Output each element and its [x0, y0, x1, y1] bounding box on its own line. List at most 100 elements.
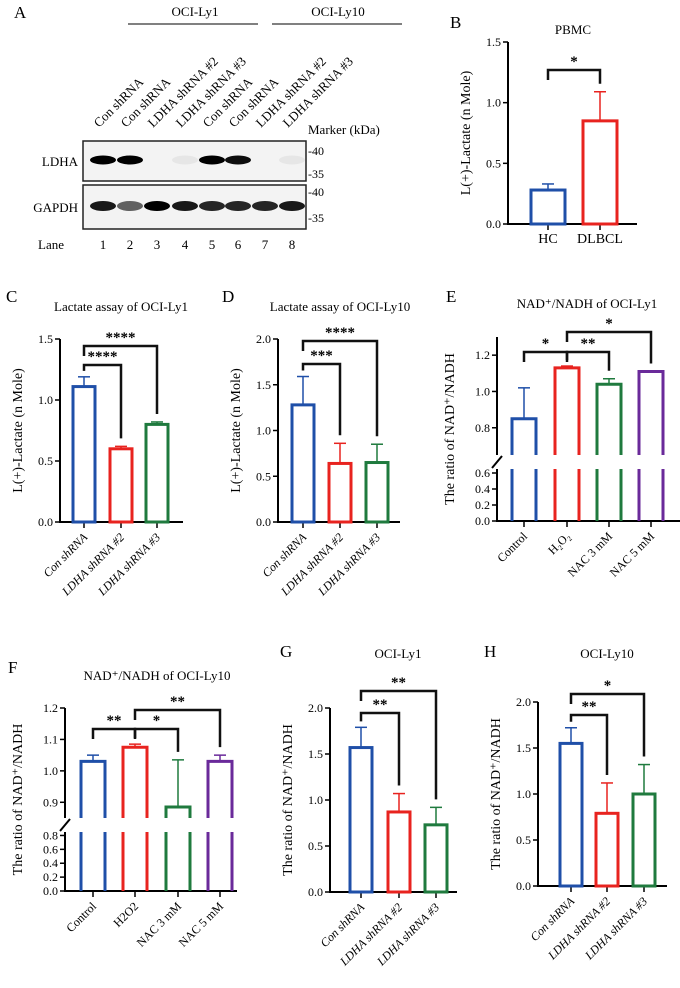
significance-bracket — [565, 350, 611, 371]
panel-e-chart: E NAD⁺/NADH of OCI-Ly1 The ratio of NAD⁺/N… — [443, 287, 680, 580]
band-gapdh — [144, 201, 170, 211]
significance-bracket — [133, 727, 180, 752]
y-tick-label: 0.0 — [308, 885, 323, 899]
x-tick-label: H2O2 — [110, 899, 141, 930]
y-tick-label: 0.8 — [475, 421, 490, 435]
bar — [348, 746, 374, 894]
significance-bracket — [569, 713, 609, 775]
panel-f-chart: F NAD⁺/NADH of OCI-Ly10 The ratio of NAD⁺/… — [8, 658, 237, 950]
y-tick-label: 0.6 — [43, 842, 58, 856]
y-tick-label: 0.2 — [475, 498, 490, 512]
significance-bracket — [301, 339, 379, 437]
y-tick-label: 0.0 — [475, 514, 490, 528]
y-tick-label: 0.5 — [38, 454, 53, 468]
x-tick-label: LDHA shRNA #2 — [544, 894, 613, 963]
bar — [79, 759, 107, 818]
significance-bracket — [359, 689, 438, 800]
bar-lower-segment — [637, 469, 665, 521]
panel-g-chart: G OCI-Ly1 The ratio of NAD⁺/NADH 0.0 0.5 1.0 1… — [280, 642, 457, 969]
row-label-gapdh: GAPDH — [33, 200, 78, 215]
y-tick-label: 0.0 — [486, 217, 501, 231]
bar — [553, 366, 581, 455]
y-tick-label: 0.4 — [43, 856, 58, 870]
group-label-oci-ly10: OCI-Ly10 — [311, 4, 364, 19]
y-tick-label: 1.5 — [38, 332, 53, 346]
y-axis-title: The ratio of NAD⁺/NADH — [489, 718, 504, 870]
lane-label: Lane — [38, 237, 64, 252]
chart-title: PBMC — [555, 22, 591, 37]
bar — [71, 385, 97, 524]
group-label-oci-ly1: OCI-Ly1 — [172, 4, 219, 19]
bar — [558, 741, 584, 888]
significance-bracket — [359, 711, 401, 786]
panel-label-g: G — [280, 642, 292, 661]
y-tick-label: 1.1 — [43, 732, 58, 746]
y-tick-label: 0.0 — [516, 879, 531, 893]
y-tick-label: 2.0 — [308, 701, 323, 715]
significance-label: ** — [582, 699, 597, 715]
y-tick-label: 2.0 — [516, 695, 531, 709]
bar-lower-segment — [79, 832, 107, 891]
bar-lower-segment — [553, 469, 581, 521]
bar — [121, 745, 149, 818]
y-tick-label: 0.8 — [43, 828, 58, 842]
significance-bracket — [565, 330, 653, 364]
lane-number: 6 — [235, 237, 242, 252]
y-tick-label: 0.6 — [475, 466, 490, 480]
band-gapdh — [199, 201, 225, 211]
y-tick-label: 1.2 — [43, 701, 58, 715]
y-axis-title: The ratio of NAD⁺/NADH — [443, 353, 458, 505]
panel-label-b: B — [450, 13, 461, 32]
bar — [144, 422, 170, 524]
band-ldha — [90, 155, 116, 165]
x-tick-label: H₂O₂ — [545, 529, 573, 557]
marker-ldha-35: -35 — [308, 167, 324, 181]
significance-bracket — [301, 362, 342, 436]
bar — [423, 823, 449, 894]
significance-label: * — [570, 54, 578, 70]
significance-label: ** — [373, 697, 388, 713]
marker-gapdh-35: -35 — [308, 211, 324, 225]
panel-label-d: D — [222, 287, 234, 306]
bar-lower-segment — [121, 832, 149, 891]
lane-number: 3 — [154, 237, 161, 252]
y-tick-label: 1.0 — [486, 96, 501, 110]
chart-title: OCI-Ly1 — [375, 646, 422, 661]
bar-lower-segment — [595, 469, 623, 521]
y-tick-label: 2.0 — [256, 332, 271, 346]
axis-break-mark — [59, 818, 71, 832]
y-tick-label: 1.0 — [43, 764, 58, 778]
band-ldha — [225, 155, 251, 165]
significance-bracket — [82, 344, 159, 414]
x-tick-label: DLBCL — [577, 232, 623, 247]
y-axis-title: L(+)-Lactate (n Mole) — [459, 70, 474, 195]
chart-title: NAD⁺/NADH of OCI-Ly10 — [84, 668, 231, 683]
significance-bracket — [82, 363, 123, 439]
y-axis-title: The ratio of NAD⁺/NADH — [11, 724, 26, 876]
y-tick-label: 1.2 — [475, 348, 490, 362]
significance-label: * — [153, 713, 161, 729]
panel-b-chart: B PBMC L(+)-Lactate (n Mole) 0.0 0.5 1.0 1.5 HC… — [450, 13, 637, 247]
panel-label-c: C — [6, 287, 17, 306]
chart-title: OCI-Ly10 — [580, 646, 633, 661]
row-label-ldha: LDHA — [42, 154, 79, 169]
panel-label-f: F — [8, 658, 17, 677]
band-ldha — [172, 155, 198, 165]
band-gapdh — [172, 201, 198, 211]
y-axis-title: L(+)-Lactate (n Mole) — [11, 368, 26, 493]
x-tick-label: NAC 5 mM — [607, 529, 658, 580]
significance-label: ** — [581, 336, 596, 352]
panel-d-chart: D Lactate assay of OCI-Ly10 L(+)-Lactate (… — [222, 287, 410, 599]
band-gapdh — [252, 201, 278, 211]
y-tick-label: 1.5 — [308, 747, 323, 761]
significance-bracket — [569, 692, 646, 757]
significance-label: *** — [310, 348, 333, 364]
x-tick-label: NAC 5 mM — [176, 899, 227, 950]
panel-label-e: E — [446, 287, 456, 306]
y-tick-label: 0.5 — [308, 839, 323, 853]
panel-label-a: A — [14, 3, 27, 22]
significance-label: * — [542, 336, 550, 352]
y-tick-label: 0.0 — [43, 884, 58, 898]
chart-title: NAD⁺/NADH of OCI-Ly1 — [517, 296, 657, 311]
